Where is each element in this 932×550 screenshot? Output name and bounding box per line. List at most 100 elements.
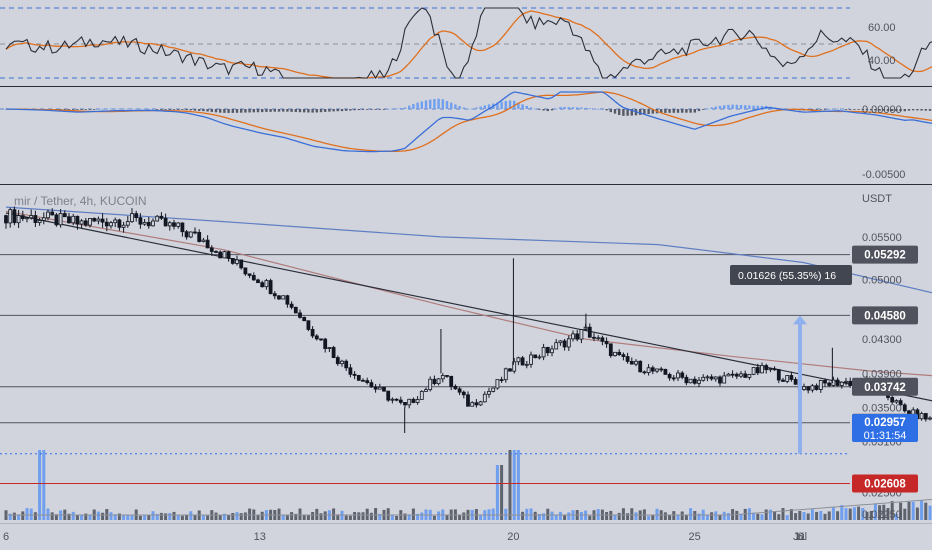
volume-bar — [176, 514, 180, 520]
volume-bar — [668, 514, 672, 520]
candle-body — [516, 357, 521, 363]
volume-bar — [781, 508, 785, 520]
rsi-panel[interactable]: 60.00 40.00 — [0, 7, 932, 80]
candle-body — [571, 333, 575, 340]
macd-histogram-bar — [739, 105, 743, 109]
macd-histogram-bar — [147, 108, 150, 110]
macd-histogram-bar — [189, 109, 192, 111]
volume-bar — [844, 508, 848, 520]
volume-bar — [277, 508, 281, 520]
macd-histogram-bar — [382, 109, 386, 110]
candle-body — [604, 340, 609, 345]
volume-bar — [411, 508, 415, 520]
volume-bar — [432, 515, 436, 520]
candle-body — [743, 373, 748, 378]
volume-bar — [760, 514, 764, 520]
candle-body — [205, 239, 210, 249]
candle-body — [755, 367, 760, 374]
candle-body — [180, 222, 185, 233]
macd-histogram-bar — [93, 109, 96, 110]
time-tick-label: 6 — [797, 531, 803, 543]
macd-histogram-bar — [366, 109, 369, 110]
macd-histogram-bar — [139, 108, 142, 110]
macd-histogram-bar — [240, 109, 243, 113]
candle-body — [726, 373, 731, 377]
price-panel[interactable]: 0.01626 (55.35%) 16 mir / Tether, 4h, KU… — [0, 193, 932, 521]
candle-body — [533, 354, 538, 359]
candle-body — [403, 401, 407, 406]
candle-body — [88, 217, 92, 226]
macd-histogram-bar — [844, 109, 848, 110]
candle-body — [558, 340, 563, 344]
macd-histogram-bar — [588, 108, 591, 109]
macd-histogram-bar — [508, 100, 512, 109]
macd-histogram-bar — [185, 109, 188, 110]
volume-bar — [647, 515, 651, 520]
volume-bar — [353, 512, 357, 520]
macd-histogram-bar — [416, 102, 419, 109]
candle-body — [33, 215, 38, 223]
volume-bar — [747, 508, 751, 520]
candle-body — [407, 398, 412, 406]
candle-body — [499, 379, 504, 382]
price-tick-label: 0.04300 — [862, 334, 902, 346]
candle-body — [293, 306, 298, 314]
volume-bar — [710, 512, 714, 520]
candle-body — [184, 231, 189, 238]
macd-histogram-bar — [727, 104, 730, 109]
volume-bar — [630, 508, 634, 520]
candle-body — [155, 215, 160, 222]
candle-body — [919, 413, 924, 420]
volume-bar — [369, 512, 373, 520]
volume-bar — [42, 450, 46, 520]
volume-bar — [878, 505, 882, 520]
volume-bar — [75, 514, 79, 520]
candle-body — [806, 386, 811, 391]
candle-body — [159, 215, 164, 219]
macd-histogram-bar — [752, 105, 755, 109]
macd-histogram-bar — [643, 109, 646, 115]
candle-body — [411, 398, 416, 403]
level-tag-value: 0.05292 — [864, 250, 906, 262]
macd-panel[interactable]: 0.00000 -0.00500 — [0, 91, 932, 181]
candle-body — [608, 343, 613, 357]
volume-bar — [50, 512, 54, 520]
macd-histogram-bar — [424, 100, 428, 109]
level-tag-box — [852, 306, 918, 325]
volume-bar — [684, 515, 688, 520]
volume-bar — [445, 514, 449, 520]
macd-histogram-bar — [840, 108, 843, 110]
macd-histogram-bar — [76, 109, 79, 110]
volume-bar — [33, 512, 37, 520]
macd-histogram-bar — [252, 109, 255, 113]
macd-tick-label: -0.00500 — [862, 169, 905, 181]
horizontal-levels[interactable] — [0, 254, 850, 485]
macd-histogram-bar — [714, 106, 717, 109]
candle-body — [482, 393, 487, 403]
price-range-measure[interactable]: 0.01626 (55.35%) 16 — [730, 265, 852, 454]
volume-bar — [491, 508, 495, 520]
level-tag-box — [852, 474, 918, 493]
candle-body — [428, 378, 433, 391]
volume-bar — [861, 508, 865, 520]
candle-body — [579, 329, 584, 340]
macd-histogram-bar — [84, 109, 87, 110]
candle-body — [50, 211, 55, 216]
macd-histogram-bar — [689, 109, 692, 113]
candle-body — [419, 391, 424, 400]
volume-bar — [479, 515, 483, 520]
candle-body — [512, 361, 517, 372]
volume-bar — [8, 513, 12, 520]
candle-body — [218, 251, 223, 259]
volume-bar — [46, 508, 50, 520]
macd-histogram-bar — [576, 107, 579, 109]
candle-body — [487, 390, 491, 395]
candle-body — [734, 373, 739, 377]
candle-body — [718, 376, 722, 384]
macd-histogram-bar — [542, 109, 545, 111]
volume-bar — [395, 515, 399, 520]
macd-histogram-bar — [210, 109, 213, 112]
volume-bar — [558, 511, 562, 520]
